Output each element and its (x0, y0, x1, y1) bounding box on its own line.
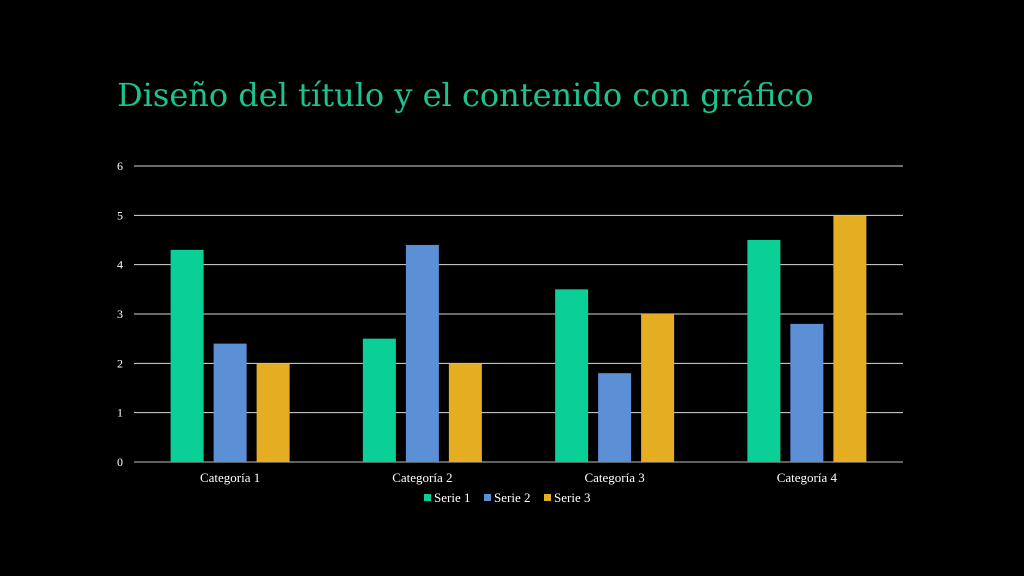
y-tick-label: 5 (117, 208, 123, 222)
legend-label: Serie 2 (494, 490, 530, 505)
bar (598, 373, 632, 462)
bar (256, 363, 290, 462)
category-label: Categoría 4 (777, 470, 838, 485)
legend-swatch (484, 494, 491, 501)
legend-swatch (424, 494, 431, 501)
y-tick-label: 1 (117, 406, 123, 420)
bar (213, 343, 247, 462)
bar (833, 215, 867, 462)
bar (641, 314, 675, 462)
y-tick-label: 6 (117, 159, 123, 173)
bar (747, 240, 781, 462)
bar (790, 323, 824, 462)
bar (405, 244, 439, 462)
y-tick-label: 3 (117, 307, 123, 321)
category-label: Categoría 1 (200, 470, 260, 485)
y-tick-label: 4 (117, 258, 123, 272)
category-label: Categoría 3 (584, 470, 644, 485)
y-tick-label: 0 (117, 455, 123, 469)
slide-title: Diseño del título y el contenido con grá… (117, 76, 814, 114)
bar (170, 249, 204, 462)
category-label: Categoría 2 (392, 470, 452, 485)
bar (448, 363, 482, 462)
legend-label: Serie 3 (554, 490, 590, 505)
y-tick-label: 2 (117, 356, 123, 370)
legend-label: Serie 1 (434, 490, 470, 505)
legend-swatch (544, 494, 551, 501)
bar (555, 289, 589, 462)
bar (362, 338, 396, 462)
